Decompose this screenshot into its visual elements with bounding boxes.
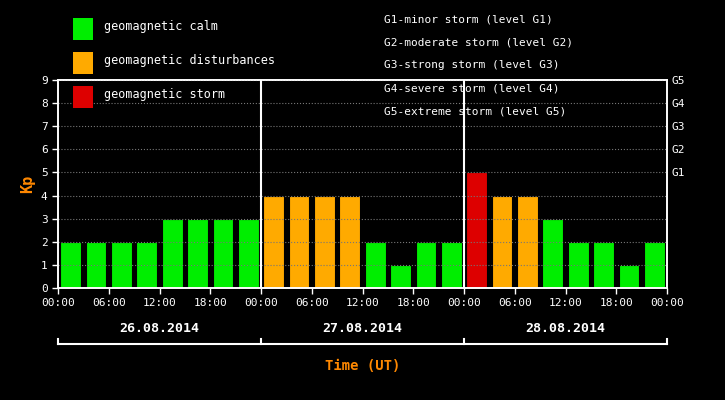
Text: G2-moderate storm (level G2): G2-moderate storm (level G2) — [384, 37, 573, 47]
Text: geomagnetic disturbances: geomagnetic disturbances — [104, 54, 275, 67]
Y-axis label: Kp: Kp — [20, 175, 36, 193]
Bar — [644, 242, 665, 288]
Bar — [263, 196, 284, 288]
Bar — [466, 172, 487, 288]
Bar — [365, 242, 386, 288]
Text: Time (UT): Time (UT) — [325, 359, 400, 373]
Text: geomagnetic calm: geomagnetic calm — [104, 20, 218, 33]
Text: 27.08.2014: 27.08.2014 — [323, 322, 402, 334]
Bar — [415, 242, 436, 288]
Text: G3-strong storm (level G3): G3-strong storm (level G3) — [384, 60, 560, 70]
Bar — [289, 196, 310, 288]
Bar — [492, 196, 513, 288]
Bar — [339, 196, 360, 288]
Bar — [568, 242, 589, 288]
Text: G5-extreme storm (level G5): G5-extreme storm (level G5) — [384, 107, 566, 117]
Bar — [441, 242, 462, 288]
Text: geomagnetic storm: geomagnetic storm — [104, 88, 225, 101]
Bar — [314, 196, 335, 288]
Bar — [111, 242, 132, 288]
Bar — [187, 219, 208, 288]
Bar — [542, 219, 563, 288]
Text: G1-minor storm (level G1): G1-minor storm (level G1) — [384, 14, 553, 24]
Bar — [136, 242, 157, 288]
Text: 26.08.2014: 26.08.2014 — [120, 322, 199, 334]
Bar — [212, 219, 233, 288]
Bar — [390, 265, 411, 288]
Text: G4-severe storm (level G4): G4-severe storm (level G4) — [384, 84, 560, 94]
Bar — [238, 219, 259, 288]
Bar — [60, 242, 81, 288]
Text: 28.08.2014: 28.08.2014 — [526, 322, 605, 334]
Bar — [86, 242, 107, 288]
Bar — [517, 196, 538, 288]
Bar — [593, 242, 614, 288]
Bar — [162, 219, 183, 288]
Bar — [618, 265, 639, 288]
